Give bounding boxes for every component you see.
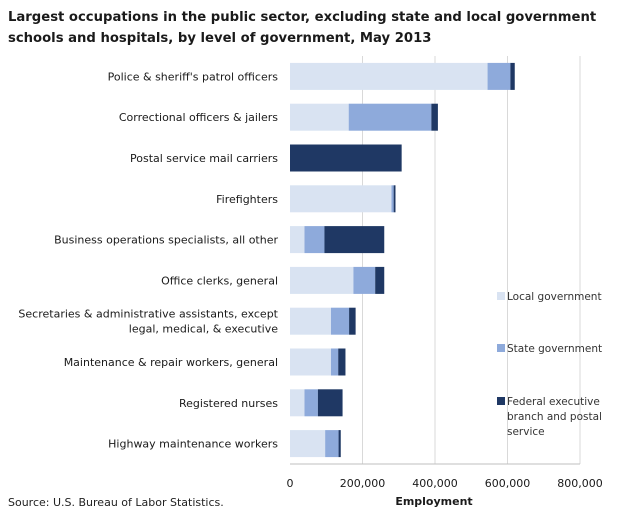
- x-tick-label: 200,000: [340, 477, 386, 490]
- chart-title: Largest occupations in the public sector…: [8, 10, 597, 46]
- legend-swatch: [497, 397, 505, 405]
- bar-segment: [391, 185, 394, 213]
- bar-segment: [290, 266, 354, 294]
- bar-segment: [510, 62, 515, 90]
- legend-label: Local government: [507, 291, 602, 303]
- bar-segment: [290, 185, 392, 213]
- bar-segment: [330, 307, 350, 335]
- x-tick-label: 600,000: [485, 477, 531, 490]
- category-label: Firefighters: [216, 193, 278, 206]
- legend-label: State government: [507, 343, 602, 355]
- bar-segment: [290, 348, 331, 376]
- category-label: Highway maintenance workers: [108, 438, 278, 451]
- bar-segment: [304, 389, 318, 417]
- x-tick-label: 400,000: [412, 477, 458, 490]
- legend-swatch: [497, 292, 505, 300]
- bar-segment: [338, 430, 341, 458]
- bar-segment: [324, 226, 385, 254]
- bar-segment: [375, 266, 385, 294]
- bar-segment: [290, 103, 349, 131]
- category-label: Registered nurses: [179, 397, 278, 410]
- bar-segment: [348, 103, 432, 131]
- bar-segment: [317, 389, 343, 417]
- source-note: Source: U.S. Bureau of Labor Statistics.: [8, 496, 224, 509]
- x-axis-title: Employment: [395, 495, 472, 508]
- x-tick-label: 800,000: [557, 477, 603, 490]
- bar-segment: [325, 430, 339, 458]
- bar-segment: [290, 389, 305, 417]
- bar-segment: [290, 62, 488, 90]
- category-label: Office clerks, general: [161, 274, 278, 287]
- category-label: legal, medical, & executive: [129, 323, 278, 336]
- bar-segment: [290, 430, 326, 458]
- legend-swatch: [497, 344, 505, 352]
- bar-segment: [290, 144, 402, 172]
- category-label: Maintenance & repair workers, general: [64, 356, 278, 369]
- bar-segment: [431, 103, 438, 131]
- legend-label: Federal executive: [507, 396, 600, 408]
- bar-segment: [304, 226, 325, 254]
- bar-segment: [290, 307, 331, 335]
- bar-segment: [349, 307, 356, 335]
- category-label: Police & sheriff's patrol officers: [108, 70, 279, 83]
- bar-segment: [290, 226, 305, 254]
- bar-segment: [330, 348, 339, 376]
- legend-label: service: [507, 426, 545, 438]
- bar-segment: [338, 348, 346, 376]
- x-tick-label: 0: [287, 477, 294, 490]
- category-label: Postal service mail carriers: [130, 152, 278, 165]
- category-label: Correctional officers & jailers: [119, 111, 278, 124]
- bar-segment: [393, 185, 396, 213]
- category-label: Business operations specialists, all oth…: [54, 234, 278, 247]
- bar-segment: [487, 62, 511, 90]
- legend-label: branch and postal: [507, 411, 602, 423]
- bar-segment: [353, 266, 376, 294]
- category-label: Secretaries & administrative assistants,…: [18, 308, 278, 321]
